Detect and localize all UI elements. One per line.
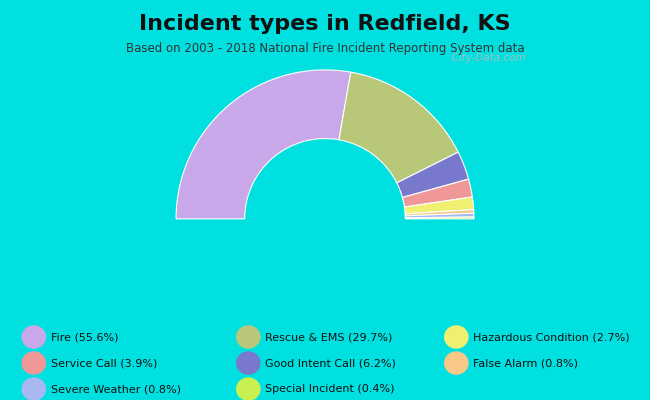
- Wedge shape: [404, 197, 474, 214]
- Wedge shape: [405, 213, 474, 218]
- Text: Good Intent Call (6.2%): Good Intent Call (6.2%): [265, 358, 396, 368]
- Ellipse shape: [444, 325, 469, 349]
- Ellipse shape: [21, 351, 46, 375]
- Ellipse shape: [21, 325, 46, 349]
- Ellipse shape: [236, 325, 261, 349]
- Text: Fire (55.6%): Fire (55.6%): [51, 332, 118, 342]
- Text: Severe Weather (0.8%): Severe Weather (0.8%): [51, 384, 181, 394]
- Ellipse shape: [21, 377, 46, 400]
- Text: City-Data.com: City-Data.com: [445, 53, 526, 63]
- Text: Rescue & EMS (29.7%): Rescue & EMS (29.7%): [265, 332, 393, 342]
- Wedge shape: [339, 72, 458, 183]
- Ellipse shape: [236, 377, 261, 400]
- Text: Incident types in Redfield, KS: Incident types in Redfield, KS: [139, 14, 511, 34]
- Wedge shape: [405, 210, 474, 216]
- Ellipse shape: [236, 351, 261, 375]
- Text: False Alarm (0.8%): False Alarm (0.8%): [473, 358, 578, 368]
- Text: Based on 2003 - 2018 National Fire Incident Reporting System data: Based on 2003 - 2018 National Fire Incid…: [125, 42, 525, 55]
- Text: Service Call (3.9%): Service Call (3.9%): [51, 358, 157, 368]
- Ellipse shape: [444, 351, 469, 375]
- Wedge shape: [176, 70, 351, 219]
- Text: Special Incident (0.4%): Special Incident (0.4%): [265, 384, 395, 394]
- Wedge shape: [396, 152, 469, 198]
- Text: Hazardous Condition (2.7%): Hazardous Condition (2.7%): [473, 332, 630, 342]
- Wedge shape: [406, 217, 474, 219]
- Wedge shape: [402, 179, 473, 207]
